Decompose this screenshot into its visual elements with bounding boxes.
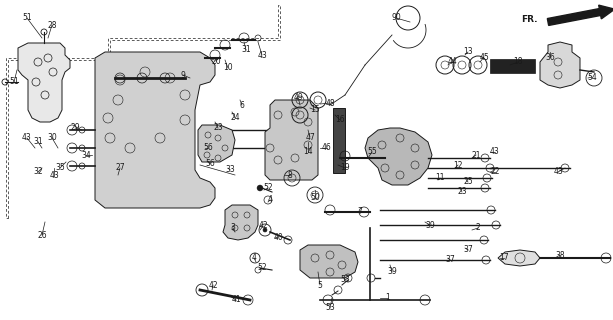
Polygon shape — [18, 43, 70, 122]
Text: 53: 53 — [340, 276, 350, 284]
Text: 1: 1 — [386, 293, 390, 302]
Text: 8: 8 — [287, 171, 292, 180]
Text: 22: 22 — [490, 167, 500, 177]
Text: 20: 20 — [211, 58, 221, 67]
Text: 52: 52 — [263, 183, 273, 193]
Text: 49: 49 — [293, 92, 303, 101]
Text: 24: 24 — [230, 114, 240, 123]
Text: 17: 17 — [499, 253, 509, 262]
Text: 33: 33 — [225, 165, 235, 174]
Text: 30: 30 — [47, 133, 57, 142]
Text: 56: 56 — [205, 159, 215, 169]
Text: 39: 39 — [425, 220, 435, 229]
Text: 50: 50 — [310, 194, 320, 203]
Text: 52: 52 — [257, 263, 267, 273]
Polygon shape — [223, 205, 258, 240]
Text: 46: 46 — [322, 143, 332, 153]
Text: 15: 15 — [310, 106, 320, 115]
Polygon shape — [198, 125, 235, 162]
Text: 42: 42 — [258, 221, 268, 230]
Text: 4: 4 — [267, 196, 272, 204]
Text: 34: 34 — [81, 150, 91, 159]
Polygon shape — [365, 128, 432, 185]
Text: 28: 28 — [47, 20, 57, 29]
Text: 40: 40 — [273, 233, 283, 242]
Bar — [333, 108, 345, 173]
Text: 43: 43 — [49, 172, 59, 180]
Text: 43: 43 — [22, 133, 32, 142]
Text: 25: 25 — [463, 178, 473, 187]
Text: 14: 14 — [303, 148, 313, 156]
Circle shape — [263, 228, 267, 232]
Text: 9: 9 — [181, 70, 186, 79]
Polygon shape — [300, 245, 358, 278]
Text: 21: 21 — [471, 150, 481, 159]
Text: 41: 41 — [231, 295, 241, 305]
Text: 51: 51 — [9, 77, 19, 86]
Text: 5: 5 — [318, 281, 322, 290]
Text: 32: 32 — [33, 167, 43, 177]
Text: 23: 23 — [213, 124, 223, 132]
Polygon shape — [95, 52, 215, 208]
Bar — [490, 59, 535, 73]
Text: 27: 27 — [115, 164, 125, 172]
Text: 16: 16 — [335, 116, 345, 124]
Text: 2: 2 — [476, 223, 481, 233]
Text: 56: 56 — [203, 143, 213, 153]
Text: 37: 37 — [445, 255, 455, 265]
Circle shape — [257, 185, 263, 191]
Text: 7: 7 — [357, 207, 362, 217]
Text: 54: 54 — [587, 73, 597, 82]
Text: 90: 90 — [391, 13, 401, 22]
Text: 18: 18 — [513, 58, 523, 67]
Text: 10: 10 — [223, 63, 233, 73]
Text: 31: 31 — [33, 138, 43, 147]
Text: 26: 26 — [37, 230, 47, 239]
Text: 23: 23 — [457, 188, 467, 196]
Text: 38: 38 — [555, 251, 565, 260]
FancyArrow shape — [547, 5, 613, 25]
Polygon shape — [265, 100, 318, 180]
Text: 47: 47 — [305, 132, 315, 141]
Text: 3: 3 — [230, 223, 235, 233]
Text: 42: 42 — [208, 281, 218, 290]
Text: 12: 12 — [453, 161, 463, 170]
Text: 44: 44 — [447, 58, 457, 67]
Text: 29: 29 — [70, 124, 80, 132]
Text: 55: 55 — [367, 148, 377, 156]
Text: 31: 31 — [241, 45, 251, 54]
Text: 43: 43 — [553, 167, 563, 177]
Text: 11: 11 — [435, 173, 445, 182]
Text: 19: 19 — [340, 164, 350, 172]
Text: 51: 51 — [22, 13, 32, 22]
Text: 37: 37 — [463, 245, 473, 254]
Text: 48: 48 — [325, 99, 335, 108]
Text: 43: 43 — [257, 51, 267, 60]
Text: 6: 6 — [240, 100, 245, 109]
Text: 4: 4 — [251, 253, 256, 262]
Text: 45: 45 — [479, 52, 489, 61]
Polygon shape — [540, 42, 580, 88]
Text: 35: 35 — [55, 164, 65, 172]
Polygon shape — [498, 250, 540, 266]
Text: 43: 43 — [490, 148, 500, 156]
Text: 39: 39 — [387, 268, 397, 276]
Text: 13: 13 — [463, 47, 473, 57]
Text: 36: 36 — [545, 52, 555, 61]
Text: 53: 53 — [325, 303, 335, 313]
Text: FR.: FR. — [522, 15, 538, 25]
